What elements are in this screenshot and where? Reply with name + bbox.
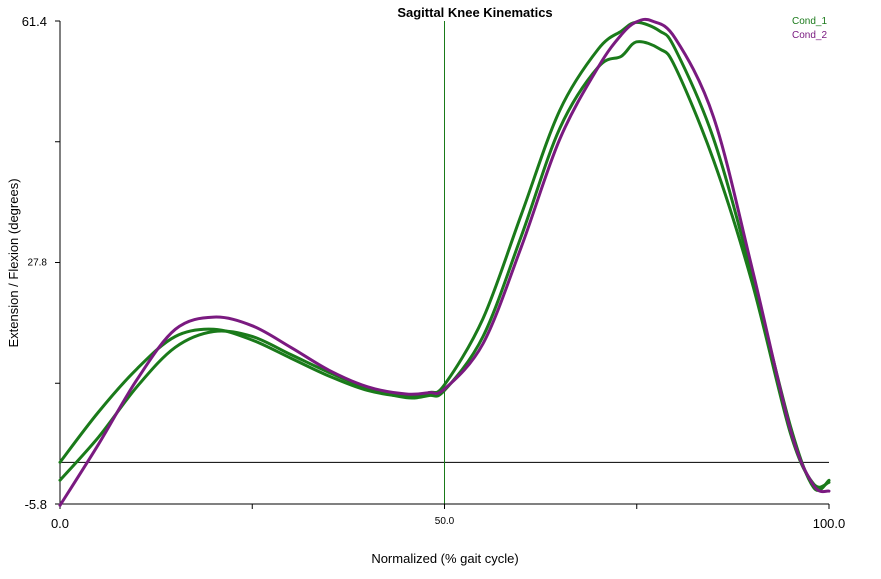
x-tick-label: 100.0 — [813, 516, 846, 531]
x-tick-label: 0.0 — [51, 516, 69, 531]
series-line-cond-2-3 — [58, 17, 831, 507]
y-axis-label: Extension / Flexion (degrees) — [6, 178, 21, 347]
series-lines — [58, 17, 831, 507]
x-axis-label: Normalized (% gait cycle) — [371, 551, 518, 566]
y-tick-label: 61.4 — [22, 14, 47, 29]
chart-title: Sagittal Knee Kinematics — [397, 5, 552, 20]
y-tick-label: -5.8 — [25, 497, 47, 512]
legend-entry: Cond_2 — [792, 30, 827, 41]
legend-entry: Cond_1 — [792, 16, 827, 27]
axes: 61.4 27.8 -5.8 0.0 50.0 100.0 — [22, 14, 846, 531]
reference-lines — [60, 21, 829, 504]
legend: Cond_1 Cond_2 — [792, 16, 827, 41]
y-tick-label: 27.8 — [28, 258, 48, 269]
x-tick-label: 50.0 — [435, 516, 455, 527]
series-line-cond-1-2 — [58, 40, 831, 489]
